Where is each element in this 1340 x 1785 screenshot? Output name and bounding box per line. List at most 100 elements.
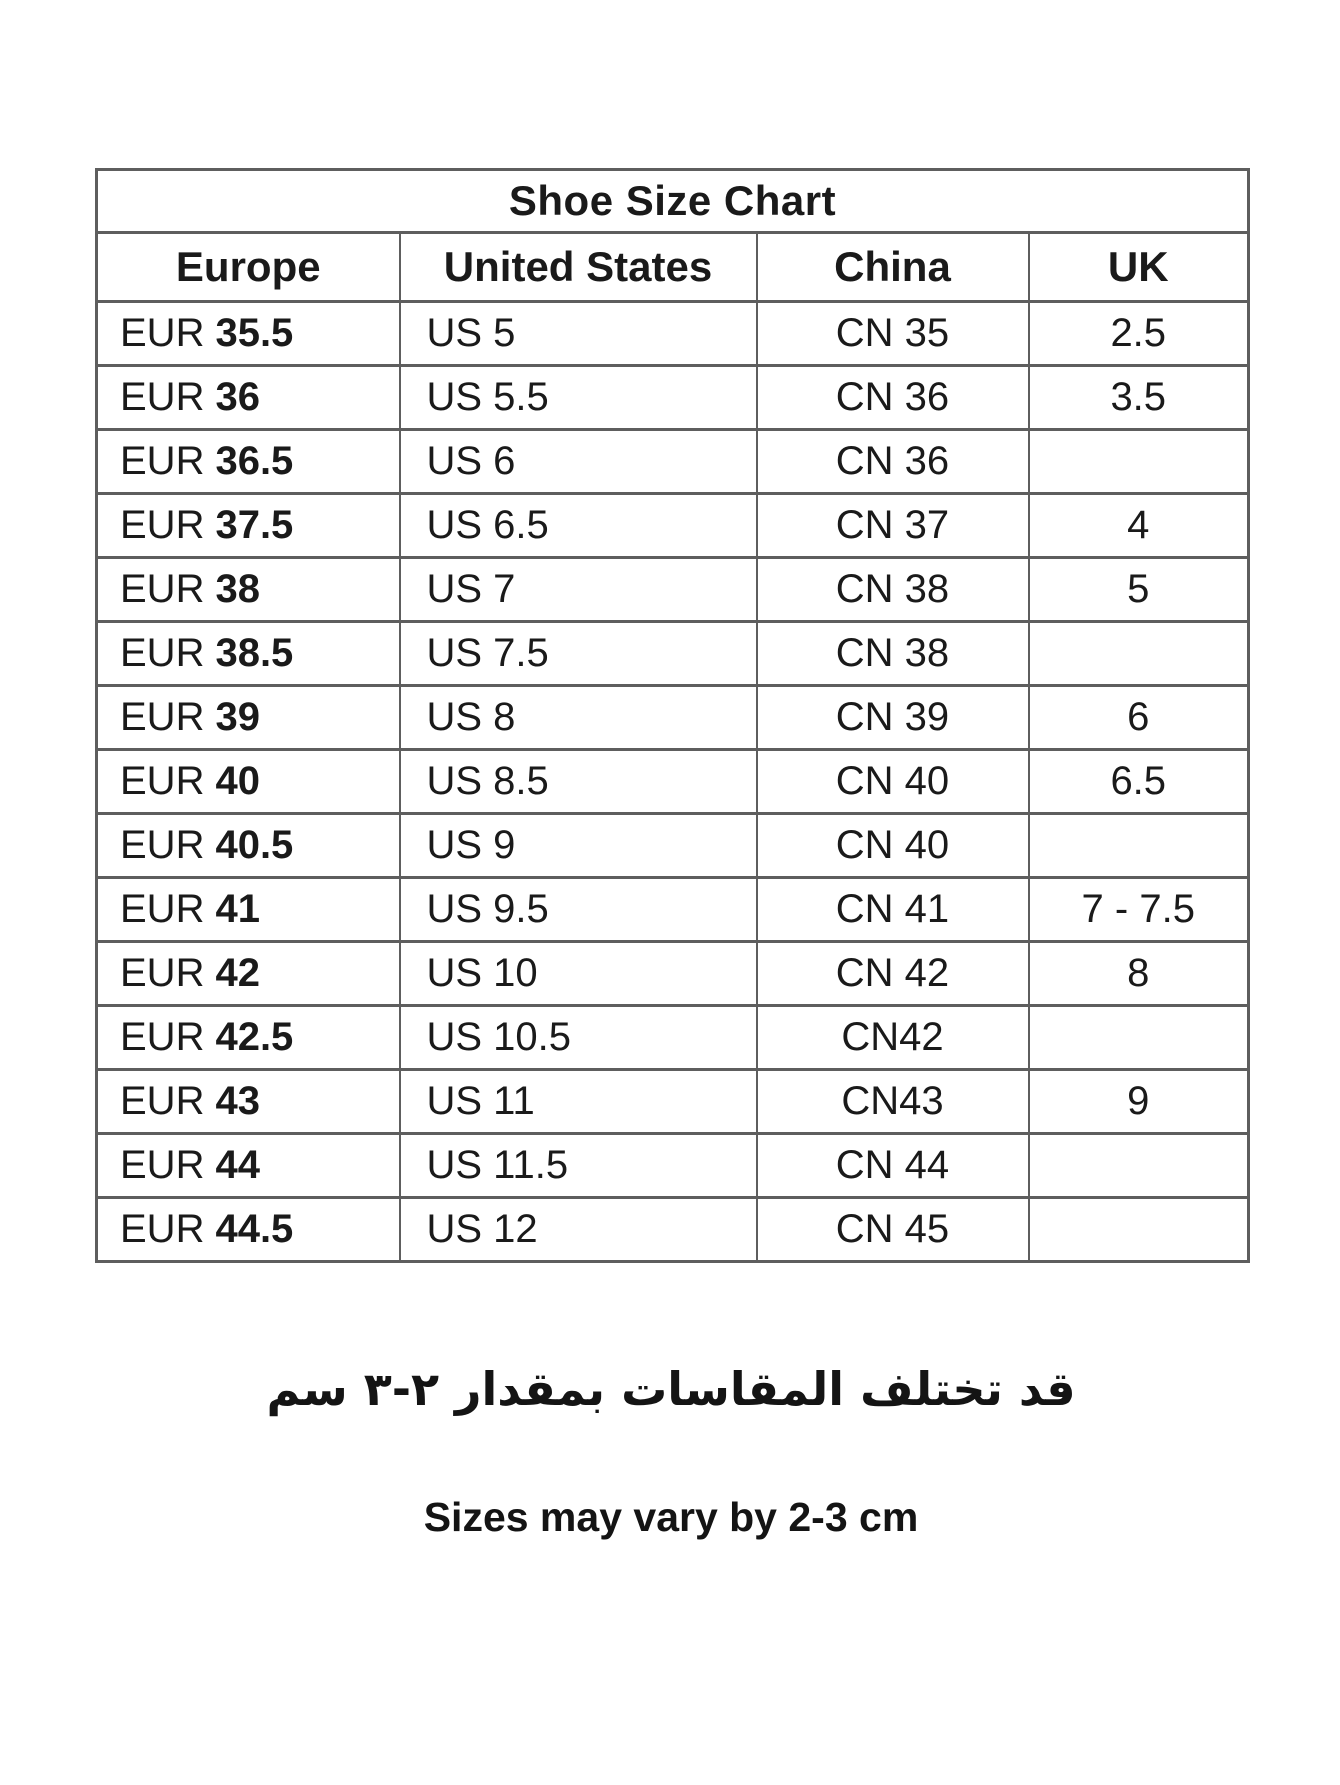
uk-cell bbox=[1027, 428, 1250, 495]
eur-prefix: EUR bbox=[120, 695, 205, 739]
table-row: EUR 44 US 11.5 CN 44 bbox=[95, 1132, 1250, 1199]
europe-cell: EUR 42 bbox=[95, 940, 401, 1007]
table-row: EUR 35.5 US 5 CN 35 2.5 bbox=[95, 300, 1250, 367]
table-row: EUR 39 US 8 CN 39 6 bbox=[95, 684, 1250, 751]
shoe-size-table: Shoe Size Chart Europe United States Chi… bbox=[95, 168, 1250, 1263]
china-cell: CN 44 bbox=[755, 1132, 1030, 1199]
us-cell: US 8.5 bbox=[398, 748, 758, 815]
china-cell: CN 41 bbox=[755, 876, 1030, 943]
china-cell: CN43 bbox=[755, 1068, 1030, 1135]
china-cell: CN 40 bbox=[755, 748, 1030, 815]
eur-value: 35.5 bbox=[215, 311, 294, 355]
column-header-china: China bbox=[755, 231, 1030, 303]
uk-cell: 5 bbox=[1027, 556, 1250, 623]
uk-cell: 9 bbox=[1027, 1068, 1250, 1135]
eur-value: 37.5 bbox=[215, 503, 294, 547]
europe-cell: EUR 39 bbox=[95, 684, 401, 751]
column-header-united-states: United States bbox=[398, 231, 758, 303]
europe-cell: EUR 43 bbox=[95, 1068, 401, 1135]
eur-value: 41 bbox=[215, 887, 260, 931]
europe-cell: EUR 42.5 bbox=[95, 1004, 401, 1071]
europe-cell: EUR 44.5 bbox=[95, 1196, 401, 1263]
china-cell: CN 35 bbox=[755, 300, 1030, 367]
us-cell: US 11.5 bbox=[398, 1132, 758, 1199]
china-cell: CN 45 bbox=[755, 1196, 1030, 1263]
eur-prefix: EUR bbox=[120, 631, 205, 675]
table-row: EUR 40 US 8.5 CN 40 6.5 bbox=[95, 748, 1250, 815]
table-row: EUR 38 US 7 CN 38 5 bbox=[95, 556, 1250, 623]
size-note-arabic: قد تختلف المقاسات بمقدار ٢-٣ سم bbox=[266, 1362, 1076, 1416]
china-cell: CN 36 bbox=[755, 364, 1030, 431]
column-header-europe: Europe bbox=[95, 231, 401, 303]
europe-cell: EUR 36.5 bbox=[95, 428, 401, 495]
eur-value: 40 bbox=[215, 759, 260, 803]
table-title: Shoe Size Chart bbox=[95, 168, 1250, 234]
title-row: Shoe Size Chart bbox=[95, 168, 1250, 234]
us-cell: US 5.5 bbox=[398, 364, 758, 431]
eur-value: 39 bbox=[215, 695, 260, 739]
table-row: EUR 41 US 9.5 CN 41 7 - 7.5 bbox=[95, 876, 1250, 943]
table-row: EUR 36 US 5.5 CN 36 3.5 bbox=[95, 364, 1250, 431]
table-row: EUR 36.5 US 6 CN 36 bbox=[95, 428, 1250, 495]
eur-prefix: EUR bbox=[120, 503, 205, 547]
uk-cell bbox=[1027, 620, 1250, 687]
us-cell: US 7.5 bbox=[398, 620, 758, 687]
eur-value: 40.5 bbox=[215, 823, 294, 867]
europe-cell: EUR 40 bbox=[95, 748, 401, 815]
eur-prefix: EUR bbox=[120, 887, 205, 931]
table-row: EUR 40.5 US 9 CN 40 bbox=[95, 812, 1250, 879]
uk-cell: 3.5 bbox=[1027, 364, 1250, 431]
china-cell: CN 40 bbox=[755, 812, 1030, 879]
uk-cell: 4 bbox=[1027, 492, 1250, 559]
china-cell: CN 36 bbox=[755, 428, 1030, 495]
us-cell: US 11 bbox=[398, 1068, 758, 1135]
uk-cell: 7 - 7.5 bbox=[1027, 876, 1250, 943]
table-row: EUR 43 US 11 CN43 9 bbox=[95, 1068, 1250, 1135]
china-cell: CN 38 bbox=[755, 556, 1030, 623]
eur-prefix: EUR bbox=[120, 1207, 205, 1251]
eur-value: 44 bbox=[215, 1143, 260, 1187]
eur-prefix: EUR bbox=[120, 567, 205, 611]
europe-cell: EUR 36 bbox=[95, 364, 401, 431]
eur-value: 38.5 bbox=[215, 631, 294, 675]
us-cell: US 6.5 bbox=[398, 492, 758, 559]
eur-value: 43 bbox=[215, 1079, 260, 1123]
us-cell: US 5 bbox=[398, 300, 758, 367]
europe-cell: EUR 40.5 bbox=[95, 812, 401, 879]
uk-cell bbox=[1027, 1004, 1250, 1071]
uk-cell: 6.5 bbox=[1027, 748, 1250, 815]
eur-value: 36 bbox=[215, 375, 260, 419]
eur-value: 44.5 bbox=[215, 1207, 294, 1251]
eur-prefix: EUR bbox=[120, 311, 205, 355]
eur-prefix: EUR bbox=[120, 1079, 205, 1123]
column-header-uk: UK bbox=[1027, 231, 1250, 303]
eur-prefix: EUR bbox=[120, 823, 205, 867]
europe-cell: EUR 38.5 bbox=[95, 620, 401, 687]
uk-cell bbox=[1027, 812, 1250, 879]
china-cell: CN 37 bbox=[755, 492, 1030, 559]
us-cell: US 10.5 bbox=[398, 1004, 758, 1071]
uk-cell bbox=[1027, 1196, 1250, 1263]
us-cell: US 9.5 bbox=[398, 876, 758, 943]
uk-cell: 6 bbox=[1027, 684, 1250, 751]
eur-prefix: EUR bbox=[120, 1015, 205, 1059]
table-row: EUR 38.5 US 7.5 CN 38 bbox=[95, 620, 1250, 687]
eur-value: 42.5 bbox=[215, 1015, 294, 1059]
eur-prefix: EUR bbox=[120, 375, 205, 419]
eur-prefix: EUR bbox=[120, 439, 205, 483]
us-cell: US 7 bbox=[398, 556, 758, 623]
europe-cell: EUR 38 bbox=[95, 556, 401, 623]
china-cell: CN42 bbox=[755, 1004, 1030, 1071]
us-cell: US 6 bbox=[398, 428, 758, 495]
table-row: EUR 42 US 10 CN 42 8 bbox=[95, 940, 1250, 1007]
header-row: Europe United States China UK bbox=[95, 231, 1250, 303]
eur-value: 36.5 bbox=[215, 439, 294, 483]
uk-cell bbox=[1027, 1132, 1250, 1199]
europe-cell: EUR 41 bbox=[95, 876, 401, 943]
eur-value: 38 bbox=[215, 567, 260, 611]
us-cell: US 12 bbox=[398, 1196, 758, 1263]
china-cell: CN 38 bbox=[755, 620, 1030, 687]
china-cell: CN 42 bbox=[755, 940, 1030, 1007]
eur-prefix: EUR bbox=[120, 951, 205, 995]
eur-value: 42 bbox=[215, 951, 260, 995]
